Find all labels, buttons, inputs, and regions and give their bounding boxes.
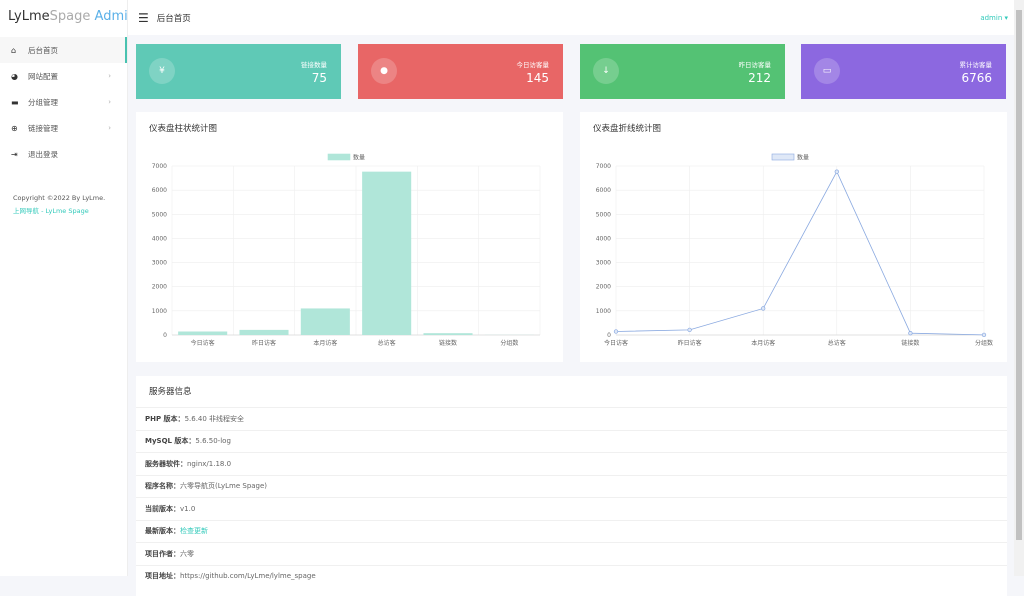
server-info-title: 服务器信息 bbox=[136, 376, 1007, 407]
y-tick-label: 1000 bbox=[152, 308, 167, 315]
yen-icon: ¥ bbox=[149, 58, 175, 84]
info-row: 服务器软件：nginx/1.18.0 bbox=[136, 452, 1007, 475]
x-tick-label: 本月访客 bbox=[313, 339, 337, 347]
y-tick-label: 4000 bbox=[152, 235, 167, 242]
bar bbox=[362, 172, 411, 335]
chevron-right-icon: › bbox=[108, 124, 111, 132]
logout-icon: ⇥ bbox=[11, 150, 21, 159]
line-chart: 0 1000 2000 3000 4000 5000 6000 7000 今日访客 昨日访客 本月访… bbox=[580, 112, 1007, 362]
info-row: PHP 版本：5.6.40 非线程安全 bbox=[136, 407, 1007, 430]
sidebar-item[interactable]: ⌂后台首页 bbox=[0, 37, 127, 63]
y-tick-label: 5000 bbox=[152, 211, 167, 218]
x-tick-label: 链接数 bbox=[439, 339, 457, 347]
x-tick-label: 昨日访客 bbox=[252, 339, 276, 347]
info-row: MySQL 版本：5.6.50-log bbox=[136, 430, 1007, 453]
message-icon: ▭ bbox=[814, 58, 840, 84]
page-title: 后台首页 bbox=[157, 12, 191, 24]
bar bbox=[301, 308, 350, 335]
user-icon: ● bbox=[371, 58, 397, 84]
info-row: 当前版本：v1.0 bbox=[136, 497, 1007, 520]
palette-icon: ◕ bbox=[11, 72, 21, 81]
copyright: Copyright ©2022 By LyLme.上网导航 - LyLme Sp… bbox=[13, 192, 105, 218]
bar bbox=[178, 331, 227, 335]
header: ☰ 后台首页 admin ▾ bbox=[128, 0, 1014, 35]
x-tick-label: 分组数 bbox=[500, 339, 518, 347]
sidebar: LyLmeSpage Admin ⌂后台首页◕网站配置›▬分组管理›⊕链接管理›… bbox=[0, 0, 128, 576]
x-tick-label: 今日访客 bbox=[604, 339, 628, 347]
folder-icon: ▬ bbox=[11, 98, 21, 107]
y-tick-label: 4000 bbox=[596, 235, 611, 242]
chevron-right-icon: › bbox=[108, 72, 111, 80]
data-point bbox=[761, 307, 765, 311]
x-tick-label: 链接数 bbox=[901, 339, 919, 347]
globe-icon: ⊕ bbox=[11, 124, 21, 133]
home-link[interactable]: 上网导航 - LyLme Spage bbox=[13, 205, 105, 218]
y-tick-label: 0 bbox=[163, 332, 167, 339]
y-tick-label: 2000 bbox=[152, 284, 167, 291]
y-tick-label: 3000 bbox=[596, 260, 611, 267]
legend-label: 数量 bbox=[353, 154, 365, 162]
menu-icon[interactable]: ☰ bbox=[138, 11, 149, 25]
data-point bbox=[835, 170, 839, 174]
bar bbox=[239, 330, 288, 335]
y-tick-label: 6000 bbox=[596, 187, 611, 194]
logo[interactable]: LyLmeSpage Admin bbox=[0, 0, 127, 35]
x-tick-label: 总访客 bbox=[828, 339, 846, 347]
home-icon: ⌂ bbox=[11, 46, 21, 55]
user-menu[interactable]: admin ▾ bbox=[980, 14, 1008, 22]
download-icon: ↓ bbox=[593, 58, 619, 84]
y-tick-label: 5000 bbox=[596, 211, 611, 218]
legend-swatch bbox=[328, 154, 350, 160]
bar bbox=[423, 333, 472, 335]
y-tick-label: 2000 bbox=[596, 284, 611, 291]
legend-label: 数量 bbox=[797, 154, 809, 162]
y-tick-label: 7000 bbox=[596, 163, 611, 170]
series-line bbox=[616, 172, 984, 335]
data-point bbox=[688, 328, 692, 332]
sidebar-item[interactable]: ▬分组管理› bbox=[0, 89, 127, 115]
y-tick-label: 6000 bbox=[152, 187, 167, 194]
sidebar-item[interactable]: ⊕链接管理› bbox=[0, 115, 127, 141]
legend-swatch bbox=[772, 154, 794, 160]
y-tick-label: 1000 bbox=[596, 308, 611, 315]
x-tick-label: 总访客 bbox=[378, 339, 396, 347]
info-row: 最新版本：检查更新 bbox=[136, 520, 1007, 543]
data-point bbox=[614, 330, 618, 334]
info-row: 程序名称：六零导航页(LyLme Spage) bbox=[136, 475, 1007, 498]
info-row: 项目作者：六零 bbox=[136, 542, 1007, 565]
chevron-right-icon: › bbox=[108, 98, 111, 106]
x-tick-label: 昨日访客 bbox=[678, 339, 702, 347]
sidebar-item[interactable]: ◕网站配置› bbox=[0, 63, 127, 89]
data-point bbox=[982, 333, 986, 337]
y-tick-label: 3000 bbox=[152, 260, 167, 267]
scrollbar-thumb[interactable] bbox=[1016, 10, 1022, 540]
data-point bbox=[909, 331, 913, 335]
x-tick-label: 今日访客 bbox=[191, 339, 215, 347]
scrollbar[interactable] bbox=[1014, 0, 1024, 576]
bar-chart: 0 1000 2000 3000 4000 5000 6000 7000 今日访客 昨日访客 本月访… bbox=[136, 112, 563, 362]
x-tick-label: 分组数 bbox=[975, 339, 993, 347]
x-tick-label: 本月访客 bbox=[751, 339, 775, 347]
sidebar-item[interactable]: ⇥退出登录 bbox=[0, 141, 127, 167]
y-tick-label: 0 bbox=[607, 332, 611, 339]
y-tick-label: 7000 bbox=[152, 163, 167, 170]
